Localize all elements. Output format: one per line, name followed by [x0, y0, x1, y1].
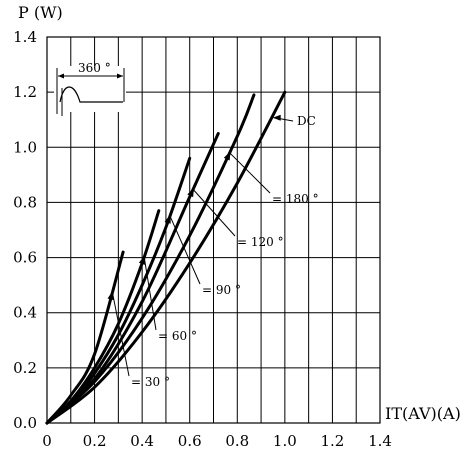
y-tick-label: 0.6	[13, 249, 37, 267]
series-label-5: DC	[297, 114, 316, 128]
y-tick-label: 1.2	[13, 83, 37, 101]
label-arrowhead	[187, 187, 194, 198]
series-label-0: = 30 °	[131, 375, 170, 389]
series-labels: = 30 ° = 60 ° = 90 ° = 120 ° = 180 ° DC	[131, 114, 319, 389]
curve-series-0	[45, 250, 125, 425]
x-tick-label: 0.2	[83, 432, 107, 450]
label-arrowhead	[138, 255, 145, 265]
label-leader	[143, 257, 157, 331]
x-tick-label: 0.4	[130, 432, 154, 450]
y-axis-ticks: 0.0 0.2 0.4 0.6 0.8 1.0 1.2 1.4	[13, 28, 37, 432]
x-tick-label: 0.8	[225, 432, 249, 450]
label-arrowhead	[107, 290, 114, 301]
series-label-2: = 90 °	[202, 283, 241, 297]
label-leader	[229, 152, 271, 194]
label-arrows	[107, 114, 294, 377]
waveform-inset: 360 °	[54, 61, 126, 116]
curves	[45, 90, 287, 425]
series-label-1: = 60 °	[158, 329, 197, 343]
label-leader	[169, 215, 201, 285]
inset-period-label: 360 °	[78, 61, 111, 75]
label-arrowhead	[272, 114, 281, 121]
label-leader	[192, 189, 236, 237]
x-axis-ticks: 0 0.2 0.4 0.6 0.8 1.0 1.2 1.4	[42, 432, 392, 450]
y-tick-label: 0.8	[13, 193, 37, 211]
series-label-4: = 180 °	[272, 192, 319, 206]
curve-series-4	[45, 93, 256, 425]
y-tick-label: 1.0	[13, 138, 37, 156]
series-label-3: = 120 °	[237, 235, 284, 249]
y-tick-label: 0.2	[13, 359, 37, 377]
y-tick-label: 1.4	[13, 28, 37, 46]
x-tick-label: 1.2	[320, 432, 344, 450]
x-tick-label: 1.0	[273, 432, 297, 450]
x-axis-title: IT(AV)(A)	[385, 404, 461, 423]
y-tick-label: 0.4	[13, 304, 37, 322]
x-tick-label: 0.6	[178, 432, 202, 450]
curve-series-5	[45, 90, 287, 425]
x-tick-label: 0	[42, 432, 52, 450]
x-tick-label: 1.4	[368, 432, 392, 450]
label-arrowhead	[164, 214, 171, 224]
y-tick-label: 0.0	[13, 414, 37, 432]
label-leader	[111, 292, 130, 377]
y-axis-title: P (W)	[18, 3, 63, 22]
label-arrowhead	[223, 150, 231, 161]
plot-frame	[46, 36, 381, 424]
